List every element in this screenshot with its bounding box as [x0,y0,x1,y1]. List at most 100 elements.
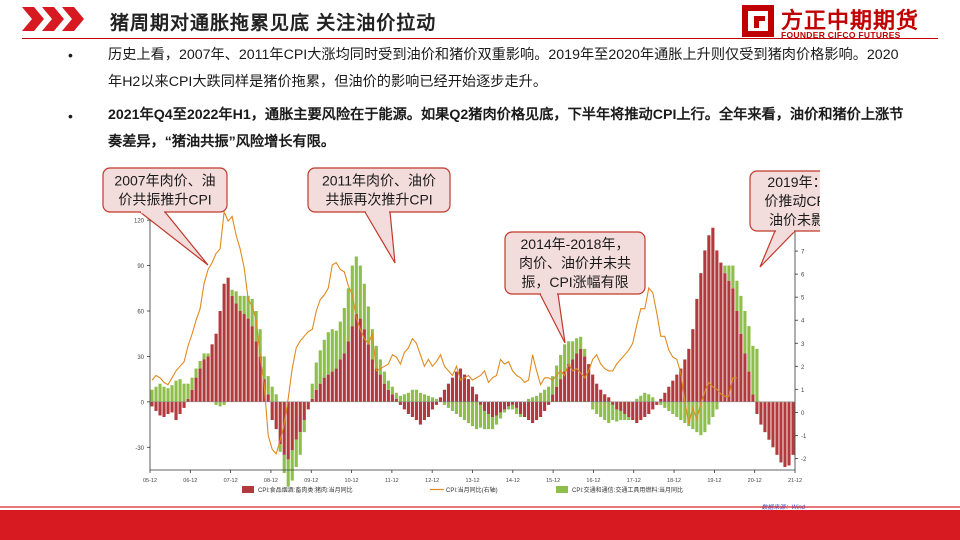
legend-swatch [556,486,568,493]
fuel-bar [575,338,579,354]
page-title: 猪周期对通胀拖累见底 关注油价拉动 [110,13,437,34]
pork-bar [410,401,414,417]
fuel-bar [242,295,246,315]
fuel-bar [178,379,182,402]
fuel-bar [158,383,162,402]
fuel-bar [202,353,206,360]
pork-bar [282,401,286,455]
pork-bar [651,401,655,410]
pork-bar [450,377,455,402]
fuel-bar [506,406,511,410]
fuel-bar [543,389,547,402]
pork-bar [619,401,623,411]
fuel-bar [194,368,198,378]
legend-label: CPI:交通和通信:交通工具用燃料:当月同比 [572,486,683,494]
pork-bar [506,401,511,407]
fuel-bar [250,298,254,327]
pork-bar [178,401,182,414]
y-right-tick-label: 7 [801,250,805,256]
pork-bar [234,303,238,402]
callout-text: 振，CPI涨幅有限 [521,274,628,290]
fuel-bar [535,395,539,402]
fuel-bar [591,401,595,410]
fuel-bar [246,295,250,319]
fuel-bar [266,376,270,395]
fuel-bar [667,401,671,411]
pork-bar [350,326,354,402]
fuel-bar [230,289,234,296]
pork-bar [671,380,675,402]
fuel-bar [527,398,531,402]
x-tick-label: 19-12 [707,478,721,484]
fuel-bar [619,410,623,421]
pork-bar [458,368,463,402]
x-tick-label: 09-12 [304,478,318,484]
pork-bar [154,401,158,411]
y-right-tick-label: 5 [801,296,805,302]
pork-bar [559,379,563,402]
pork-bar [502,401,507,410]
fuel-bar [547,386,551,402]
fuel-bar [322,339,326,378]
pork-bar [338,359,342,402]
pork-bar [406,401,410,414]
pork-bar [394,398,398,402]
fuel-bar [262,356,266,380]
bullet-dot: • [68,47,73,63]
fuel-bar [515,407,519,414]
pork-bar [647,401,651,414]
callout-bubble [504,231,646,295]
pork-bar [258,356,262,402]
pork-bar [787,401,791,466]
pork-bar [390,394,394,402]
pork-bar [711,227,715,402]
callout-text: 2014年-2018年， [521,236,630,252]
fuel-bar [170,385,174,402]
fuel-bar [567,341,571,364]
footer-stripe [0,506,960,508]
fuel-bar [727,265,731,281]
callout-text: 2019年：肉 [767,174,820,190]
pork-bar [430,401,434,410]
bullet-text-2: 2021年Q4至2022年H1，通胀主要风险在于能源。如果Q2猪肉价格见底，下半… [108,107,904,150]
fuel-bar [615,409,619,422]
pork-bar [462,374,467,402]
y-right-tick-label: -2 [801,457,807,463]
pork-bar [202,359,206,402]
pork-bar [515,401,519,408]
pork-bar [478,401,483,405]
callout-text: 2011年肉价、油价 [322,173,436,189]
fuel-bar [462,401,467,421]
x-tick-label: 20-12 [748,478,762,484]
pork-bar [270,401,274,421]
cpi-line [151,209,737,456]
fuel-bar [519,413,523,417]
fuel-bar [751,345,755,395]
pork-bar [691,329,695,402]
fuel-bar [611,404,615,421]
fuel-bar [623,413,627,421]
pork-bar [298,401,302,433]
pork-bar [615,401,619,410]
fuel-bar [286,459,290,487]
callout-box: 2019年：肉价推动CPI， 油价未影响 [749,170,820,268]
x-tick-label: 14-12 [506,478,520,484]
fuel-bar [659,401,663,405]
pork-bar [310,398,314,402]
fuel-bar [691,401,695,430]
y-left-tick-label: 120 [134,219,145,225]
pork-bar [775,401,779,455]
x-tick-label: 12-12 [425,478,439,484]
fuel-bar [446,401,451,408]
fuel-bar [166,388,170,402]
fuel-bar [675,401,679,417]
fuel-bar [190,377,194,390]
legend-label: CPI:食品烟酒:畜肉类:猪肉:当月同比 [258,486,353,494]
fuel-bar [294,439,298,467]
pork-bar [198,368,202,402]
fuel-bar [338,321,342,360]
x-tick-label: 21-12 [788,478,802,484]
pork-bar [454,371,459,402]
pork-bar [218,311,222,402]
